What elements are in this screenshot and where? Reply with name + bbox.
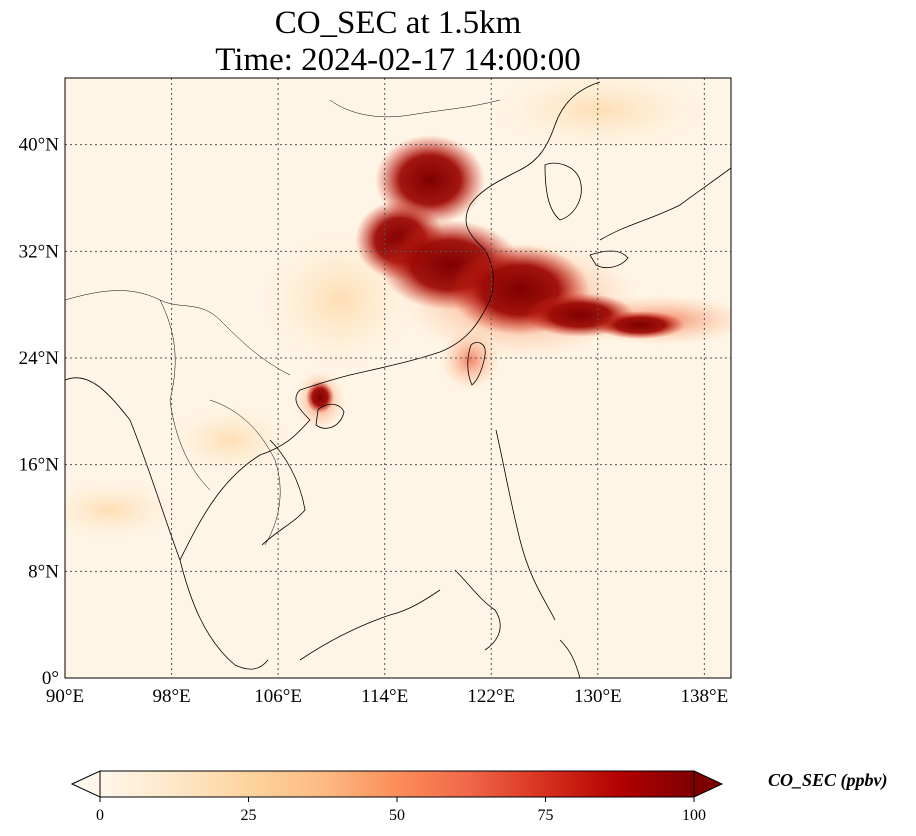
lon-tick-label: 106°E [254,686,302,707]
map-subtitle-time: Time: 2024-02-17 14:00:00 [215,42,581,78]
lon-tick-label: 90°E [46,686,84,707]
map-frame [64,77,732,679]
lat-tick-label: 16°N [19,455,60,476]
lon-tick-label: 98°E [152,686,190,707]
lon-tick-label: 138°E [681,686,729,707]
colorbar-title: CO_SEC (ppbv) [768,770,888,790]
lon-tick-label: 122°E [467,686,515,707]
lon-tick-label: 114°E [361,686,408,707]
colorbar: 0 25 50 75 100 [70,770,724,824]
colorbar-min-extend [70,770,101,798]
colorbar-tick-label: 25 [241,807,257,824]
latitude-tick-labels: 0° 8°N 16°N 24°N 32°N 40°N [19,135,60,689]
concentration-field [65,78,731,540]
lat-tick-label: 24°N [19,348,60,369]
colorbar-tick-label: 100 [682,807,706,824]
colorbar-tick-label: 50 [389,807,405,824]
map-panel [65,78,731,678]
map-title: CO_SEC at 1.5km [274,5,522,41]
lat-tick-label: 8°N [28,561,59,582]
colorbar-max-extend [693,770,724,798]
lat-tick-label: 32°N [19,241,60,262]
country-borders [65,99,501,546]
colorbar-ticks: 0 25 50 75 100 [96,797,706,824]
lat-tick-label: 40°N [19,135,60,156]
longitude-tick-labels: 90°E 98°E 106°E 114°E 122°E 130°E 138°E [46,686,728,707]
gridlines [65,78,731,678]
coastlines [65,81,731,678]
colorbar-tick-label: 75 [538,807,554,824]
lon-tick-label: 130°E [574,686,622,707]
colorbar-gradient [99,770,695,798]
lat-tick-label: 0° [42,668,59,689]
colorbar-tick-label: 0 [96,807,104,824]
